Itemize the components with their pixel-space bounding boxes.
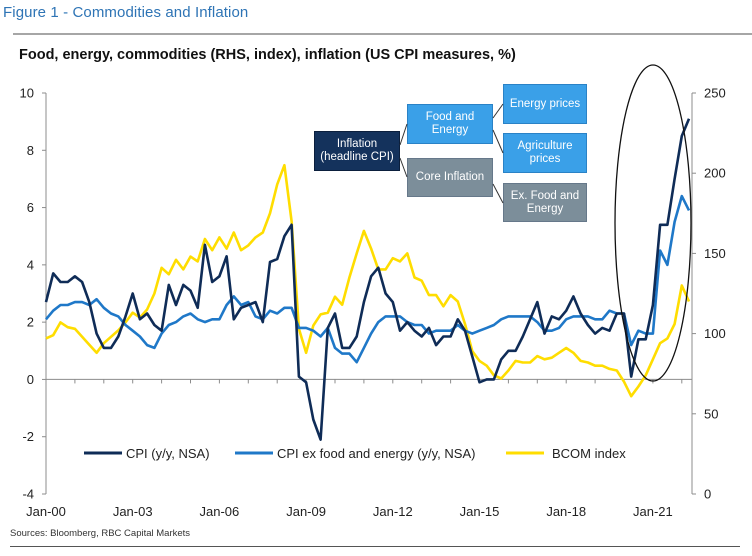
bottom-divider [10,546,740,547]
legend: CPI (y/y, NSA) CPI ex food and energy (y/… [84,446,626,461]
source-note: Sources: Bloomberg, RBC Capital Markets [10,528,191,539]
diagram-label: Core Inflation [415,171,485,183]
diagram-box-agriculture-prices: Agriculture prices [503,133,587,173]
x-tick-label: Jan-06 [200,504,240,519]
series-line-cpi [44,118,691,441]
x-tick-label: Jan-00 [26,504,66,519]
chart-title: Food, energy, commodities (RHS, index), … [19,47,516,63]
diagram-box-energy-prices: Energy prices [503,84,587,124]
diagram-box-core-inflation: Core Inflation [407,158,493,197]
left-tick-label: 10 [20,86,34,101]
x-tick-label: Jan-18 [546,504,586,519]
left-tick-label: -2 [22,429,34,444]
left-tick-label: -4 [22,487,34,502]
right-tick-label: 250 [704,86,726,101]
x-tick-label: Jan-15 [460,504,500,519]
left-tick-label: 8 [27,143,34,158]
diagram-label: Inflation (headline CPI) [320,138,394,163]
left-tick-label: 6 [27,200,34,215]
diagram-box-food-energy: Food and Energy [407,104,493,144]
diagram-box-headline-cpi: Inflation (headline CPI) [314,131,400,171]
x-tick-label: Jan-21 [633,504,673,519]
legend-label-core-cpi: CPI ex food and energy (y/y, NSA) [277,446,475,461]
right-tick-label: 150 [704,246,726,261]
diagram-label: Food and Energy [425,111,475,136]
series-line-core-cpi [45,194,691,364]
diagram-label: Agriculture prices [517,140,573,165]
diagram-label: Ex. Food and Energy [510,189,580,215]
x-tick-label: Jan-09 [286,504,326,519]
right-tick-label: 0 [704,487,711,502]
left-tick-label: 0 [27,372,34,387]
diagram-label: Energy prices [509,97,581,110]
right-tick-label: 50 [704,406,718,421]
x-tick-label: Jan-12 [373,504,413,519]
legend-label-bcom: BCOM index [552,446,626,461]
diagram-box-ex-food-energy: Ex. Food and Energy [503,183,587,222]
series-lines [44,118,691,441]
left-tick-label: 4 [27,257,34,272]
legend-label-cpi: CPI (y/y, NSA) [126,446,210,461]
x-tick-label: Jan-03 [113,504,153,519]
series-line-bcom [45,163,691,398]
right-tick-label: 200 [704,166,726,181]
highlight-ellipse [614,64,692,382]
left-tick-label: 2 [27,315,34,330]
right-tick-label: 100 [704,326,726,341]
figure-title: Figure 1 - Commodities and Inflation [3,4,249,21]
top-divider [13,33,752,35]
